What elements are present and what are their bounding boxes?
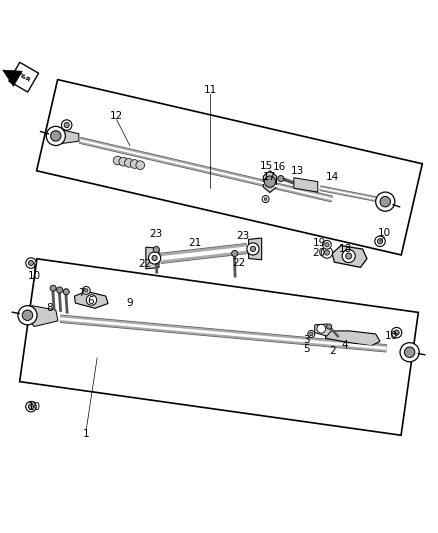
Text: 1: 1 (83, 429, 89, 439)
Text: 10: 10 (385, 331, 397, 341)
Circle shape (152, 255, 157, 261)
Polygon shape (9, 62, 39, 92)
Circle shape (278, 175, 284, 182)
Circle shape (326, 324, 332, 329)
Text: 18: 18 (339, 244, 352, 254)
Circle shape (251, 246, 255, 252)
Circle shape (22, 310, 33, 320)
Circle shape (310, 332, 313, 336)
Circle shape (264, 198, 267, 200)
Text: 16: 16 (272, 162, 286, 172)
Circle shape (324, 250, 329, 255)
Circle shape (376, 192, 395, 211)
Circle shape (400, 343, 419, 362)
Text: 8: 8 (46, 303, 53, 313)
Text: 21: 21 (188, 238, 201, 247)
Circle shape (63, 289, 69, 295)
Text: 10: 10 (378, 228, 391, 238)
Polygon shape (315, 324, 332, 336)
Circle shape (153, 246, 159, 253)
Circle shape (375, 236, 385, 246)
Text: 13: 13 (291, 166, 304, 176)
Text: 23: 23 (149, 229, 162, 239)
Circle shape (57, 287, 63, 293)
Polygon shape (20, 259, 418, 435)
Circle shape (26, 401, 36, 412)
Circle shape (391, 327, 402, 338)
Text: 7: 7 (78, 288, 85, 297)
Circle shape (64, 123, 69, 128)
Text: 23: 23 (237, 231, 250, 241)
Polygon shape (146, 247, 159, 269)
Circle shape (308, 330, 315, 337)
Circle shape (46, 126, 65, 146)
Text: 4: 4 (342, 340, 349, 350)
Text: F&R: F&R (16, 71, 31, 83)
Circle shape (130, 160, 139, 168)
Circle shape (342, 249, 355, 263)
Circle shape (26, 258, 36, 268)
Polygon shape (74, 292, 108, 308)
Circle shape (28, 404, 34, 409)
Circle shape (61, 120, 72, 130)
Circle shape (346, 253, 352, 259)
Polygon shape (325, 331, 380, 346)
Text: 2: 2 (329, 346, 336, 357)
Text: 9: 9 (127, 298, 133, 309)
Polygon shape (36, 79, 422, 255)
Circle shape (50, 285, 56, 292)
Text: 10: 10 (28, 402, 41, 411)
Circle shape (404, 347, 415, 358)
Text: 14: 14 (325, 172, 339, 182)
Circle shape (136, 161, 145, 169)
Circle shape (124, 158, 133, 167)
Polygon shape (60, 130, 79, 144)
Circle shape (113, 156, 122, 165)
Circle shape (232, 251, 238, 256)
Polygon shape (3, 70, 22, 86)
Circle shape (85, 289, 88, 292)
Text: 20: 20 (313, 248, 326, 259)
Text: 22: 22 (138, 260, 152, 269)
Polygon shape (294, 177, 318, 192)
Text: 17: 17 (262, 172, 276, 182)
Text: 12: 12 (110, 111, 124, 122)
Polygon shape (29, 305, 58, 327)
Circle shape (317, 325, 325, 333)
Circle shape (247, 243, 259, 255)
Polygon shape (332, 246, 367, 268)
Polygon shape (249, 238, 261, 260)
Circle shape (86, 295, 97, 305)
Circle shape (82, 287, 90, 294)
Circle shape (18, 305, 37, 325)
Text: 11: 11 (204, 85, 217, 95)
Text: 10: 10 (28, 271, 41, 281)
Text: 6: 6 (87, 296, 94, 306)
Circle shape (380, 197, 391, 207)
Text: 3: 3 (303, 335, 309, 345)
Circle shape (119, 157, 127, 166)
Circle shape (28, 261, 34, 265)
Text: 15: 15 (260, 161, 273, 172)
Circle shape (325, 243, 329, 247)
Circle shape (378, 239, 383, 244)
Polygon shape (263, 171, 276, 192)
Circle shape (264, 176, 276, 187)
Circle shape (322, 240, 331, 249)
Circle shape (394, 330, 399, 335)
Text: 19: 19 (312, 238, 326, 247)
Circle shape (321, 247, 332, 258)
Text: 5: 5 (303, 344, 309, 354)
Circle shape (262, 196, 269, 203)
Circle shape (50, 131, 61, 141)
Text: 22: 22 (232, 258, 245, 268)
Circle shape (148, 252, 161, 264)
